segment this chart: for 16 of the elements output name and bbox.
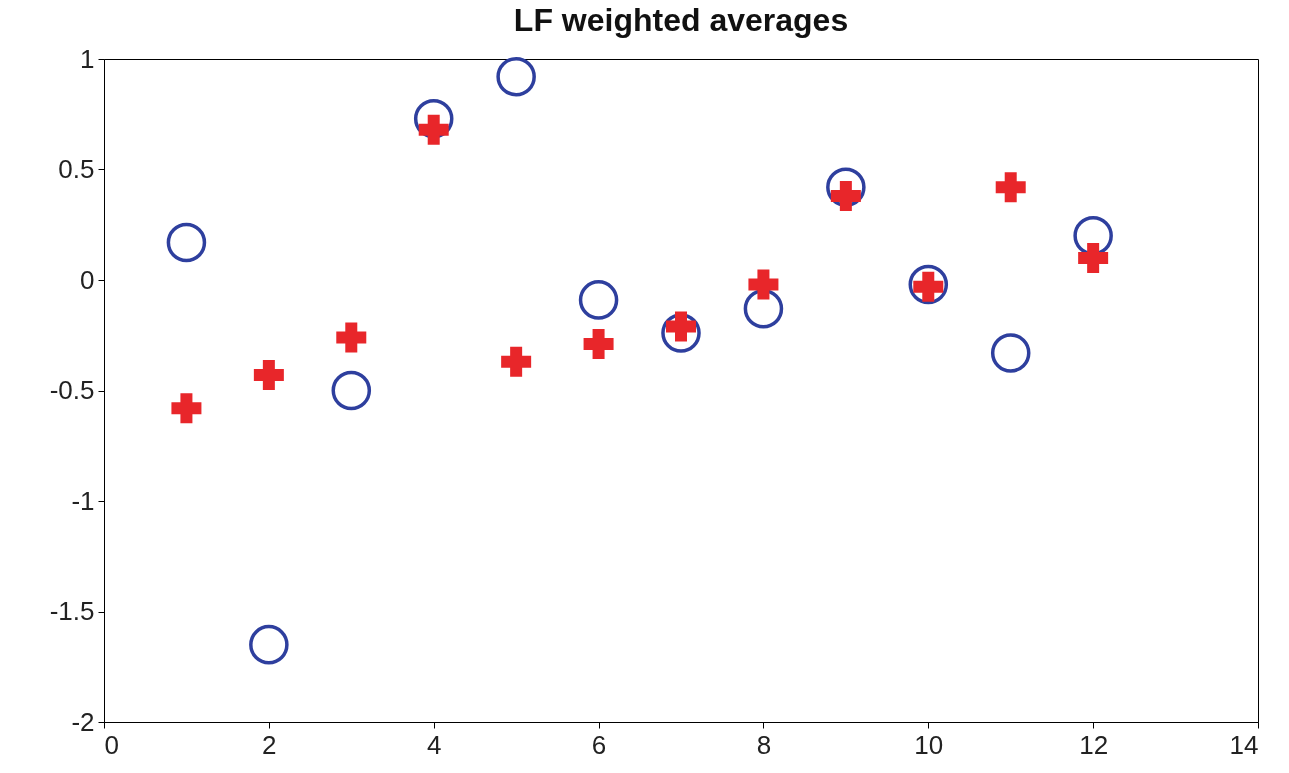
y-tick-label: 1 [80,43,95,74]
y-tick-label: -1 [71,485,95,516]
y-tick-label: 0 [80,264,95,295]
y-tick-label: -0.5 [49,375,95,405]
x-tick-label: 10 [914,729,944,760]
y-tick-label: 0.5 [58,154,95,184]
x-tick-label: 0 [104,729,119,760]
x-tick-label: 4 [426,729,442,760]
x-tick-label: 14 [1229,729,1259,760]
x-tick-label: 12 [1079,729,1109,760]
x-tick-label: 2 [262,729,277,760]
y-tick-label: -2 [71,706,95,737]
chart-title: LF weighted averages [513,2,849,38]
x-tick-label: 6 [591,729,607,760]
x-tick-label: 8 [756,729,772,760]
y-tick-label: -1.5 [49,596,95,626]
